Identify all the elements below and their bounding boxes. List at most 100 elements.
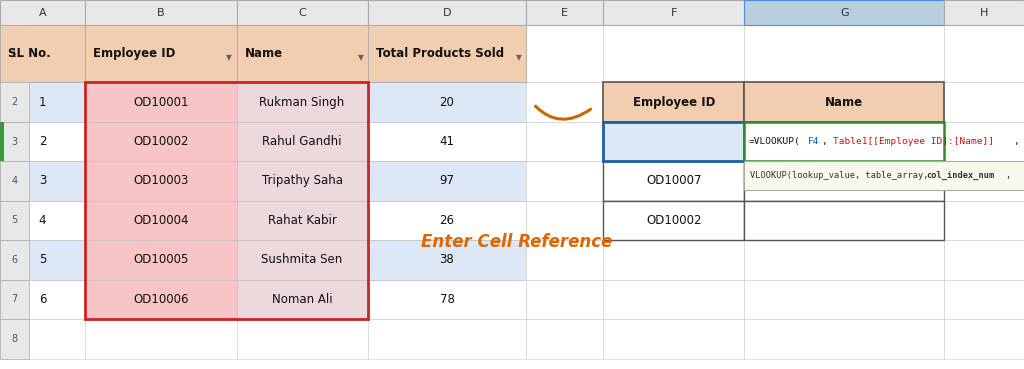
Bar xyxy=(603,161,744,201)
Text: 3: 3 xyxy=(11,137,17,146)
Bar xyxy=(368,280,526,319)
Bar xyxy=(744,280,944,319)
Bar xyxy=(85,201,237,240)
Text: H: H xyxy=(980,7,988,18)
Bar xyxy=(0,161,29,201)
Bar xyxy=(237,122,368,161)
Text: OD10005: OD10005 xyxy=(133,254,188,266)
Bar xyxy=(0,201,85,240)
Text: 20: 20 xyxy=(439,96,455,108)
Bar xyxy=(944,280,1024,319)
Bar xyxy=(368,319,526,359)
Bar xyxy=(85,240,237,280)
Bar xyxy=(744,122,944,161)
Text: 26: 26 xyxy=(439,214,455,227)
Bar xyxy=(526,201,603,240)
Bar xyxy=(944,122,1024,161)
Text: 4: 4 xyxy=(11,176,17,186)
Bar xyxy=(0,161,85,201)
Bar xyxy=(744,319,944,359)
Bar xyxy=(526,25,603,82)
Bar xyxy=(0,319,29,359)
Text: 38: 38 xyxy=(439,254,455,266)
Bar xyxy=(744,201,944,240)
Bar xyxy=(0,280,85,319)
Text: OD10001: OD10001 xyxy=(133,96,188,108)
Text: 1: 1 xyxy=(39,96,46,108)
Bar xyxy=(237,201,368,240)
Bar xyxy=(526,161,603,201)
Bar xyxy=(237,280,368,319)
Bar xyxy=(526,0,603,25)
Bar xyxy=(603,82,744,122)
Bar xyxy=(603,25,744,82)
Bar xyxy=(237,25,368,82)
Bar xyxy=(85,82,368,319)
Text: 6: 6 xyxy=(39,293,46,306)
Text: B: B xyxy=(157,7,165,18)
Text: OD10006: OD10006 xyxy=(133,293,188,306)
Text: Rahat Kabir: Rahat Kabir xyxy=(267,214,337,227)
Text: OD10007: OD10007 xyxy=(646,175,701,187)
Text: Employee ID: Employee ID xyxy=(93,47,175,60)
Bar xyxy=(85,82,237,122)
Bar xyxy=(603,201,744,240)
Text: ▼: ▼ xyxy=(516,53,522,62)
Bar xyxy=(0,82,29,122)
Text: F4: F4 xyxy=(808,137,819,146)
Bar xyxy=(85,161,237,201)
Bar xyxy=(744,201,944,240)
Text: OD10002: OD10002 xyxy=(133,135,188,148)
Bar xyxy=(603,240,744,280)
Text: D: D xyxy=(442,7,452,18)
Bar xyxy=(85,25,237,82)
Bar xyxy=(368,82,526,122)
Text: 78: 78 xyxy=(439,293,455,306)
Bar xyxy=(944,161,1024,201)
Bar xyxy=(526,122,603,161)
Text: =VLOOKUP(: =VLOOKUP( xyxy=(749,137,801,146)
Bar xyxy=(0,122,29,161)
Text: 97: 97 xyxy=(439,175,455,187)
Text: Total Products Sold: Total Products Sold xyxy=(376,47,504,60)
Bar xyxy=(0,240,85,280)
Bar xyxy=(944,82,1024,122)
Bar xyxy=(744,82,944,122)
Bar xyxy=(603,319,744,359)
Bar xyxy=(85,0,237,25)
Text: G: G xyxy=(840,7,849,18)
Text: ,: , xyxy=(822,137,834,146)
Bar xyxy=(0,319,85,359)
Bar xyxy=(85,319,237,359)
Bar xyxy=(368,201,526,240)
Bar xyxy=(85,122,237,161)
Text: ▼: ▼ xyxy=(357,53,364,62)
Bar xyxy=(526,319,603,359)
Bar xyxy=(744,82,944,122)
Text: ,: , xyxy=(1006,171,1011,180)
Text: 4: 4 xyxy=(39,214,46,227)
Bar xyxy=(368,122,526,161)
Text: Name: Name xyxy=(245,47,283,60)
Bar xyxy=(526,240,603,280)
Bar xyxy=(944,319,1024,359)
Text: ,: , xyxy=(1013,137,1019,146)
Text: 7: 7 xyxy=(11,294,17,304)
Text: Tripathy Saha: Tripathy Saha xyxy=(261,175,343,187)
Bar xyxy=(0,122,4,161)
Bar xyxy=(603,0,744,25)
Bar xyxy=(526,82,603,122)
Text: Enter Cell Reference: Enter Cell Reference xyxy=(422,233,612,251)
Bar xyxy=(944,0,1024,25)
Text: 2: 2 xyxy=(39,135,46,148)
Bar xyxy=(0,0,85,25)
Bar xyxy=(85,280,237,319)
Text: Noman Ali: Noman Ali xyxy=(271,293,333,306)
Bar xyxy=(603,122,744,161)
Text: 5: 5 xyxy=(11,215,17,225)
Bar xyxy=(237,0,368,25)
Text: Rahul Gandhi: Rahul Gandhi xyxy=(262,135,342,148)
Text: Rukman Singh: Rukman Singh xyxy=(259,96,345,108)
Text: VLOOKUP(lookup_value, table_array,: VLOOKUP(lookup_value, table_array, xyxy=(750,171,933,180)
Text: OD10003: OD10003 xyxy=(646,135,701,148)
